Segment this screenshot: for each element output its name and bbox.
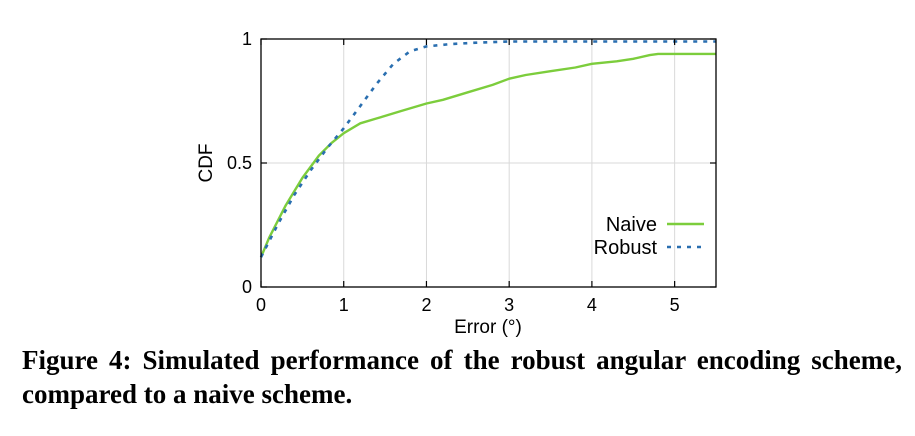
x-tick-label: 0 (256, 295, 266, 315)
legend-label-naive: Naive (606, 214, 657, 236)
x-tick-label: 2 (421, 295, 431, 315)
y-axis-label: CDF (196, 143, 217, 182)
series-line-robust (259, 40, 716, 258)
series-line-naive (259, 52, 716, 258)
x-axis-label: Error (°) (454, 317, 522, 338)
series-layer (259, 40, 716, 258)
x-tick-label: 1 (339, 295, 349, 315)
x-tick-label: 5 (670, 295, 680, 315)
x-tick-label: 3 (504, 295, 514, 315)
y-tick-label: 1 (242, 29, 252, 49)
figure-caption: Figure 4: Simulated performance of the r… (22, 345, 902, 409)
x-tick-label: 4 (587, 295, 597, 315)
legend-label-robust: Robust (594, 237, 658, 259)
y-tick-label: 0 (242, 277, 252, 297)
ticks: 0 1 2 3 4 5 0 0.5 1 (227, 29, 716, 315)
y-tick-label: 0.5 (227, 153, 252, 173)
